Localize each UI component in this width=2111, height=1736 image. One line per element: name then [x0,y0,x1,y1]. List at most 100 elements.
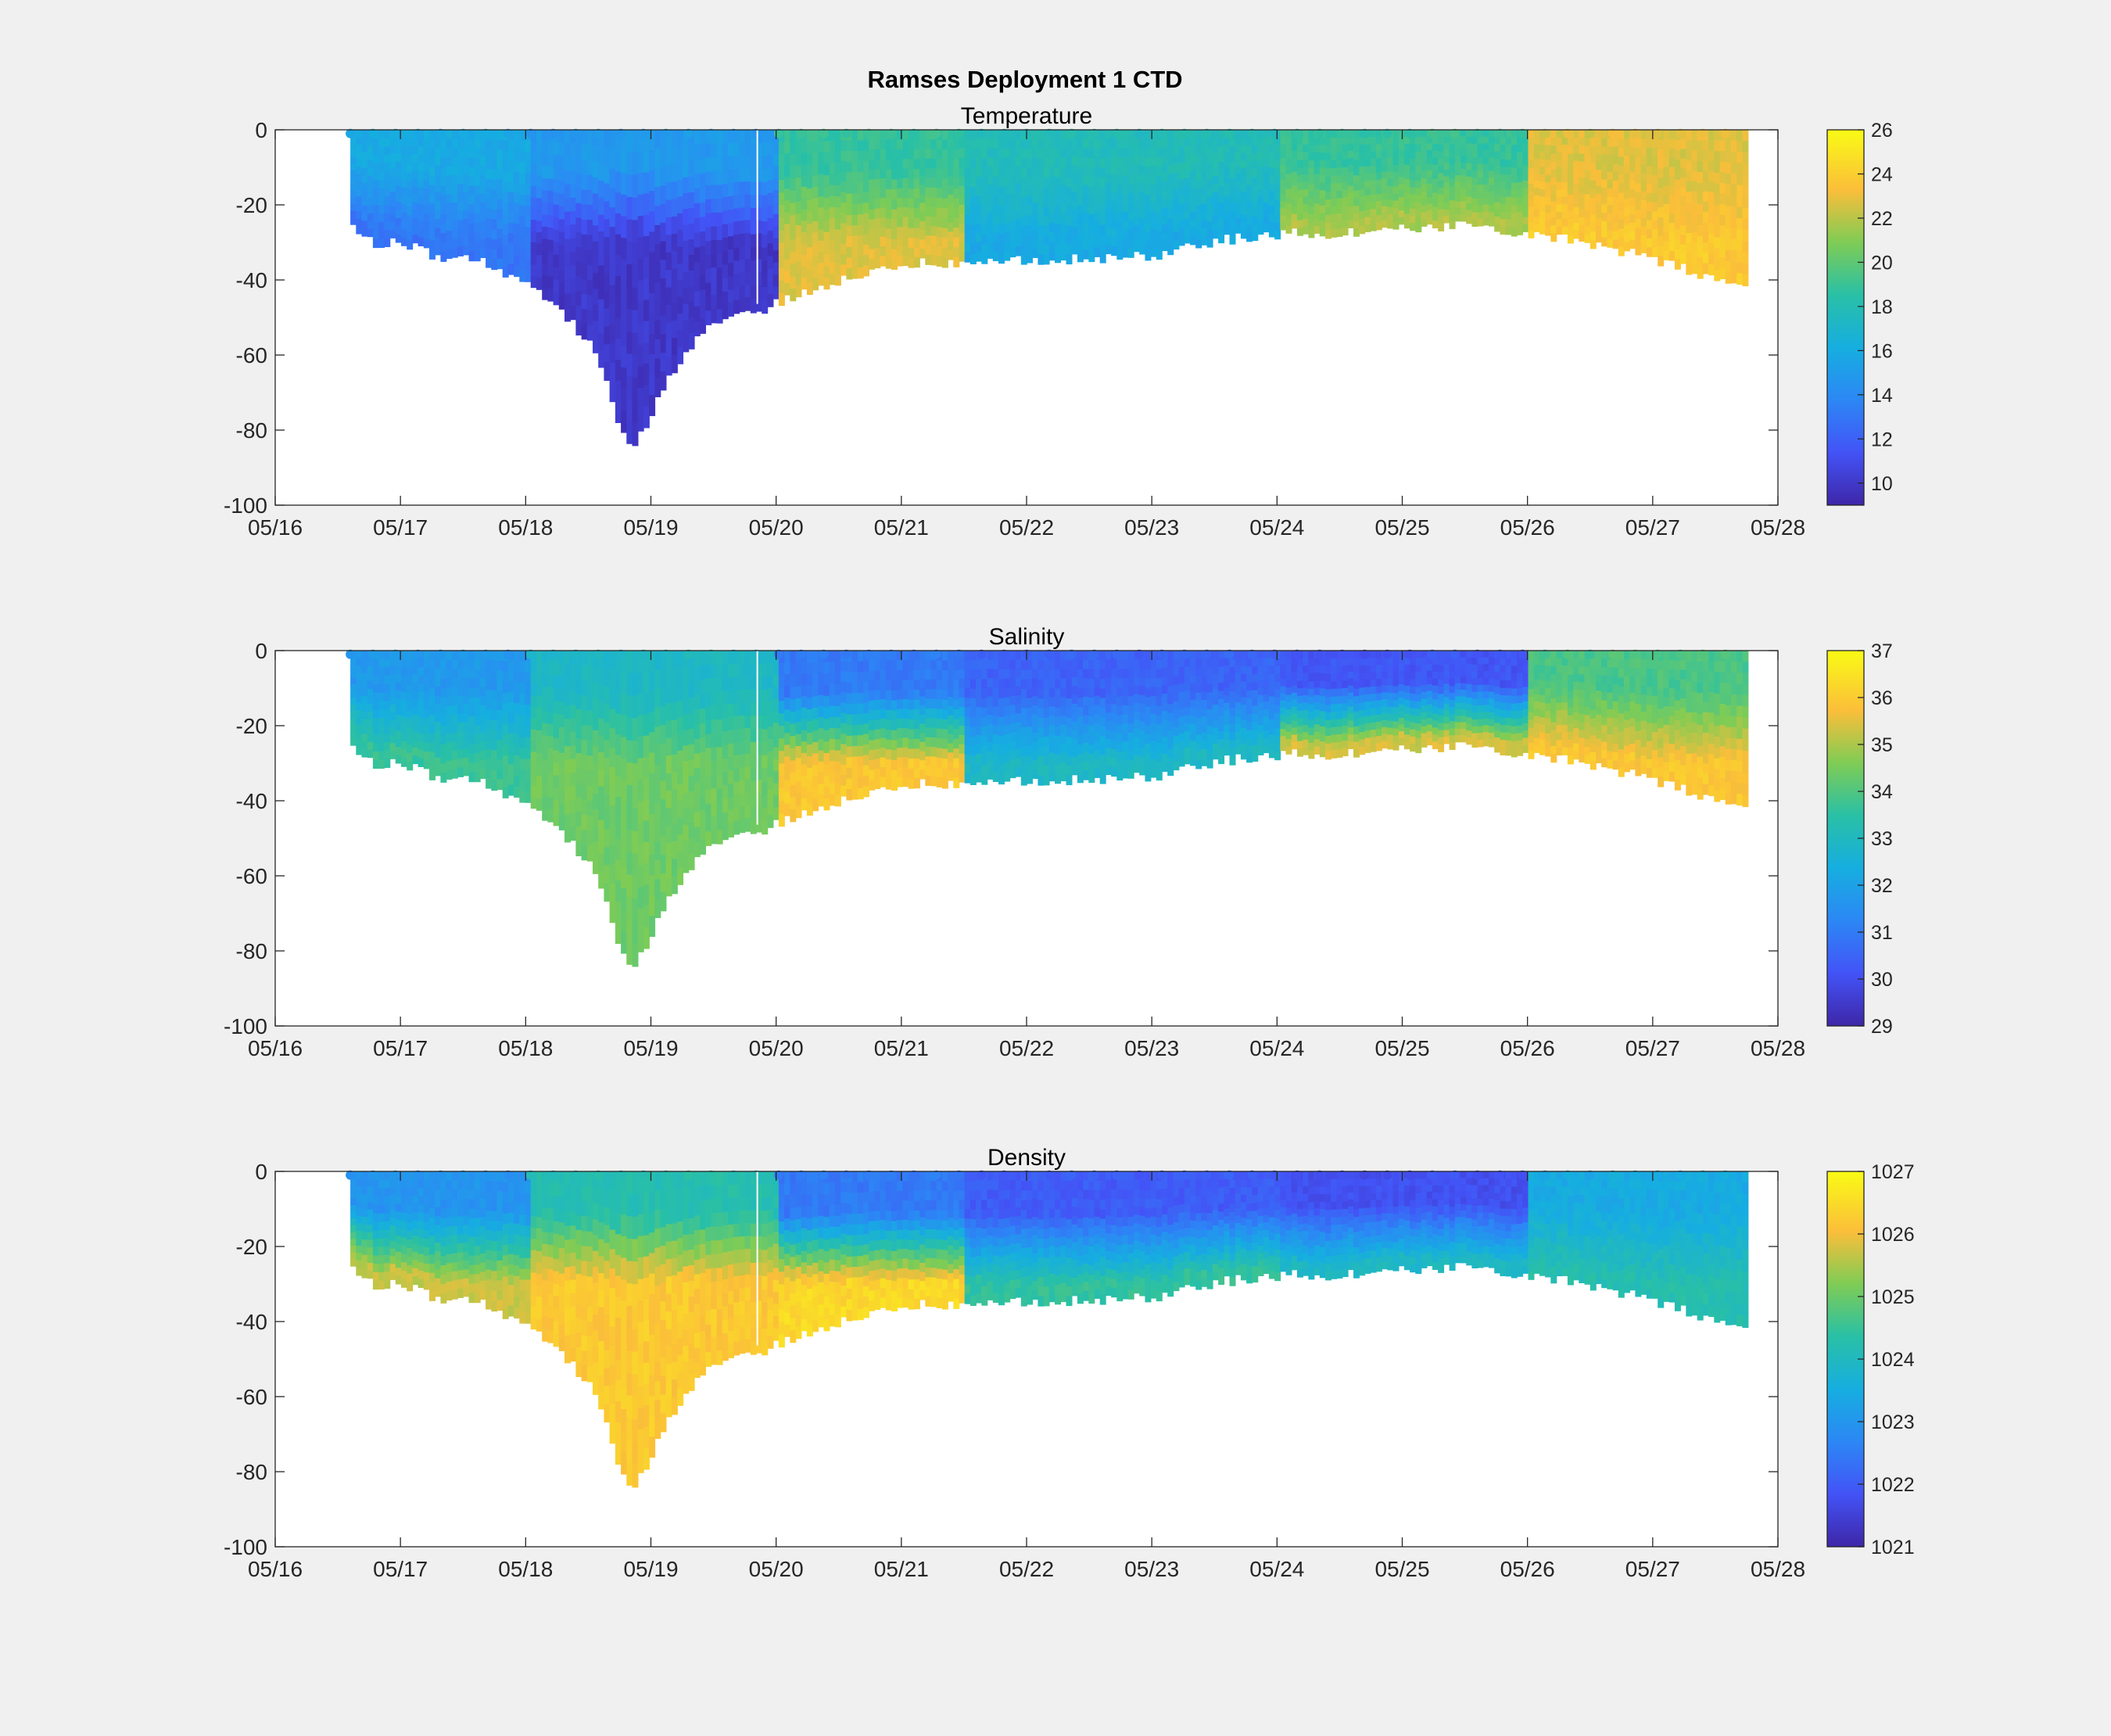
data-cell [423,709,430,719]
data-cell [857,777,864,789]
data-cell [598,837,605,855]
data-cell [626,219,633,242]
data-cell [1686,264,1693,275]
data-cell [1201,195,1208,205]
data-cell [795,805,802,819]
data-cell [806,651,813,663]
data-cell [632,673,639,697]
data-cell [486,670,493,681]
data-cell [953,208,960,219]
data-cell [474,176,481,187]
data-cell [1364,188,1371,196]
data-cell [1387,150,1394,159]
data-cell [1460,201,1467,209]
data-cell [1342,182,1349,191]
data-cell [486,238,493,249]
data-cell [389,230,396,239]
data-cell [1201,236,1208,246]
data-cell [739,716,746,730]
data-cell [1545,190,1552,199]
data-cell [440,233,447,243]
data-cell [1150,138,1157,149]
data-cell [423,197,430,206]
data-cell [1224,181,1231,190]
data-cell [496,149,504,160]
data-cell [429,194,435,205]
data-cell [1646,130,1653,140]
data-cell [637,758,644,780]
data-cell [507,723,514,734]
data-cell [558,142,565,156]
data-cell [744,142,751,156]
data-cell [621,759,628,781]
data-cell [998,196,1005,207]
data-cell [801,776,808,788]
data-cell [621,737,628,759]
data-cell [700,752,706,768]
data-cell [1686,140,1693,152]
data-cell [925,149,932,160]
data-cell [1274,152,1281,162]
data-cell [1257,167,1264,175]
data-cell [654,841,661,861]
data-cell [806,756,813,769]
data-cell [1539,226,1546,235]
data-cell [823,209,830,222]
data-cell [1314,218,1321,227]
data-cell [953,188,960,199]
data-cell [1482,150,1489,158]
data-cell [784,282,791,296]
data-cell [1432,143,1439,152]
data-cell [665,773,672,791]
data-cell [609,669,616,690]
data-cell [1449,158,1456,166]
data-cell [1235,203,1242,212]
data-cell [1618,219,1625,230]
data-cell [1702,212,1709,223]
data-cell [474,213,481,224]
data-cell [880,767,887,778]
data-cell [1235,167,1242,175]
data-cell [1466,156,1473,164]
data-cell [1438,137,1445,145]
data-cell [1556,204,1563,213]
data-cell [649,875,656,896]
data-cell [987,138,994,149]
data-cell [1730,239,1737,251]
data-cell [863,181,869,193]
data-cell [1359,218,1366,227]
data-cell [593,777,599,794]
data-cell [1190,203,1196,213]
data-cell [1454,149,1461,157]
data-cell [767,663,774,676]
data-cell [711,267,718,282]
data-cell [750,741,757,756]
data-cell [519,205,526,217]
data-cell [1579,169,1586,178]
data-cell [384,163,391,173]
data-cell [1116,148,1124,159]
data-cell [959,242,966,253]
data-cell [1477,205,1484,213]
data-cell [857,172,864,184]
data-cell [1415,203,1422,211]
data-cell [1331,145,1338,154]
data-cell [953,169,960,180]
data-cell [654,765,661,785]
data-cell [660,687,667,708]
data-cell [486,149,493,160]
data-cell [553,775,560,789]
data-cell [1071,200,1078,210]
data-cell [558,791,565,805]
data-cell [575,261,582,278]
data-cell [1658,236,1665,247]
data-cell [880,236,887,247]
data-cell [643,820,650,843]
data-cell [547,178,554,192]
data-cell [1624,224,1630,235]
data-cell [885,700,892,711]
data-cell [435,740,442,750]
data-cell [1257,219,1264,228]
data-cell [479,148,486,158]
data-cell [767,789,774,803]
